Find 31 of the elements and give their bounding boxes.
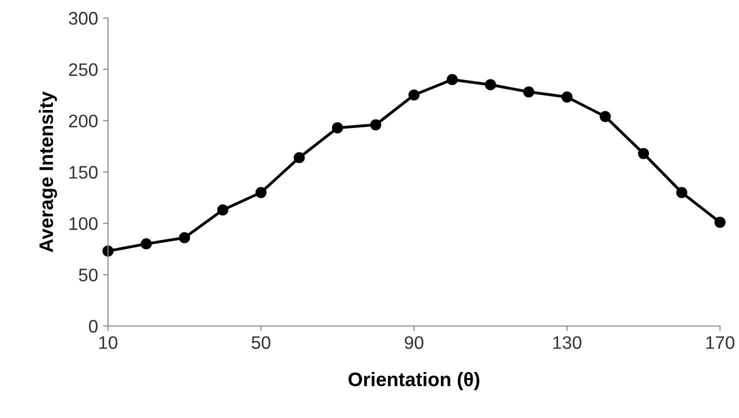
y-tick-label: 300: [68, 12, 98, 25]
point: [294, 152, 305, 164]
point: [446, 74, 458, 86]
x-tick-label: 170: [706, 336, 734, 349]
point: [638, 148, 650, 160]
point: [255, 186, 267, 198]
point: [676, 186, 688, 198]
point: [370, 119, 382, 130]
y-tick-label: 0: [88, 320, 98, 333]
point: [102, 245, 114, 257]
point: [523, 86, 534, 98]
point: [408, 89, 420, 101]
point: [332, 122, 344, 134]
point: [217, 204, 228, 216]
x-tick-label: 130: [553, 336, 582, 349]
point: [484, 79, 496, 90]
y-tick-label: 100: [70, 217, 98, 230]
y-tick-label: 150: [70, 166, 98, 179]
point: [600, 111, 611, 122]
x-tick-label: 90: [404, 336, 424, 349]
y-tick-label: 200: [69, 114, 98, 128]
point: [140, 238, 152, 250]
point: [178, 232, 190, 244]
y-tick-label: 250: [69, 63, 98, 76]
y-tick-label: 50: [78, 268, 98, 282]
x-tick-label: 10: [99, 336, 118, 349]
point: [714, 216, 726, 228]
x-axis-title: Orientation (θ): [348, 372, 480, 390]
x-tick-label: 50: [252, 336, 270, 349]
y-axis-title: Average Intensity: [38, 91, 58, 252]
point: [561, 91, 573, 103]
